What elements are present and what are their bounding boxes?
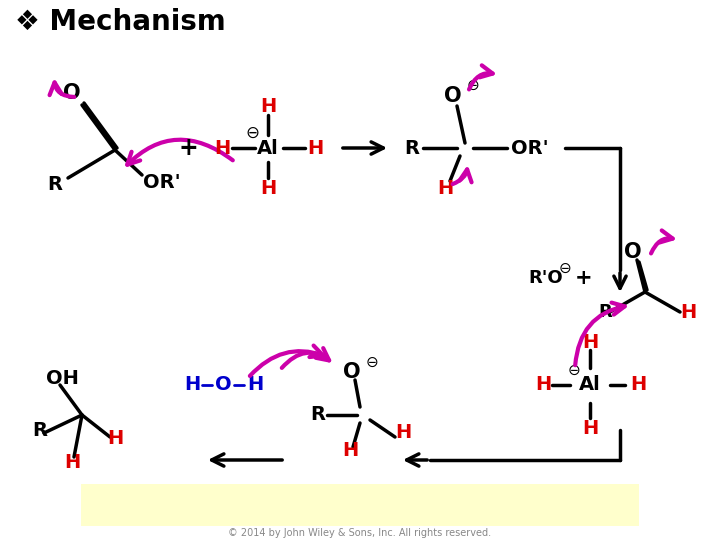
Text: R: R — [405, 138, 420, 158]
Text: H: H — [630, 375, 646, 395]
Text: H: H — [395, 422, 411, 442]
Text: R: R — [48, 176, 63, 194]
Text: O: O — [624, 242, 642, 262]
Text: Esters are reduced to 1° alcohols: Esters are reduced to 1° alcohols — [126, 493, 594, 517]
Text: H: H — [582, 418, 598, 437]
Text: O: O — [444, 86, 462, 106]
Text: ⊖: ⊖ — [366, 354, 379, 369]
Text: H: H — [680, 302, 696, 321]
Text: ⊖: ⊖ — [559, 260, 572, 275]
Text: OR': OR' — [143, 173, 181, 192]
Text: H: H — [64, 453, 80, 471]
Text: O: O — [343, 362, 361, 382]
Text: R'O: R'O — [528, 269, 562, 287]
Text: H: H — [247, 375, 263, 395]
FancyBboxPatch shape — [81, 484, 639, 526]
Text: Al: Al — [579, 375, 601, 395]
Text: ⊖: ⊖ — [567, 362, 580, 377]
Text: O: O — [63, 83, 81, 103]
Text: H: H — [260, 98, 276, 117]
Text: © 2014 by John Wiley & Sons, Inc. All rights reserved.: © 2014 by John Wiley & Sons, Inc. All ri… — [228, 528, 492, 538]
Text: H: H — [535, 375, 551, 395]
Text: +: + — [178, 136, 198, 160]
Text: H: H — [184, 375, 200, 395]
Text: ⊖: ⊖ — [245, 124, 259, 142]
Text: Al: Al — [257, 138, 279, 158]
Text: H: H — [437, 179, 453, 198]
Text: H: H — [582, 333, 598, 352]
Text: R: R — [598, 303, 612, 321]
Text: R: R — [32, 421, 48, 440]
Text: OH: OH — [45, 368, 78, 388]
Text: H: H — [342, 441, 358, 460]
Text: ⊖: ⊖ — [467, 78, 480, 92]
Text: O: O — [215, 375, 231, 395]
Text: OR': OR' — [511, 138, 549, 158]
Text: R: R — [310, 406, 325, 424]
Text: H: H — [307, 138, 323, 158]
Text: ❖ Mechanism: ❖ Mechanism — [15, 8, 226, 36]
Text: H: H — [214, 138, 230, 158]
Text: +: + — [575, 268, 593, 288]
Text: H: H — [107, 429, 123, 448]
Text: H: H — [260, 179, 276, 198]
